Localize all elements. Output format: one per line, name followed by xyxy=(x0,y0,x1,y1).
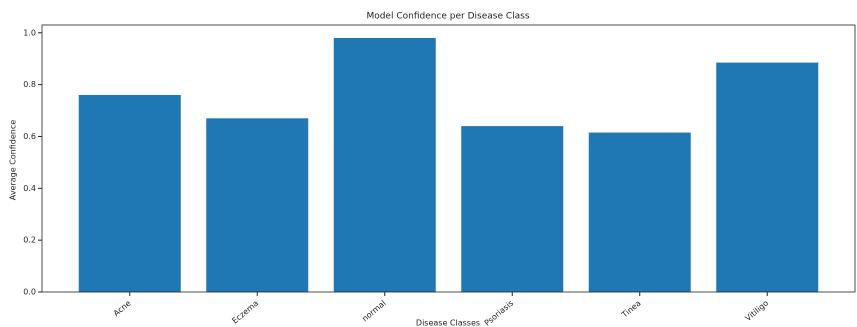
y-tick-label: 0.0 xyxy=(23,288,36,297)
y-axis-label: Average Confidence xyxy=(9,120,18,200)
axes-frame xyxy=(41,24,856,293)
bar xyxy=(716,62,819,293)
y-tick-label: 0.6 xyxy=(23,132,36,141)
y-tick-label: 0.2 xyxy=(23,236,36,245)
y-tick-label: 1.0 xyxy=(23,28,36,37)
x-tick-label: Eczema xyxy=(230,298,260,325)
bar xyxy=(461,126,564,293)
y-tick-label: 0.4 xyxy=(23,184,36,193)
bar xyxy=(78,94,181,292)
bar xyxy=(588,132,691,292)
x-tick-label: Acne xyxy=(112,299,133,319)
bar xyxy=(206,118,309,292)
x-tick-label: normal xyxy=(360,299,387,324)
x-tick-label: Psoriasis xyxy=(483,299,515,327)
x-tick-label: Vitiligo xyxy=(743,298,770,323)
x-axis-label: Disease Classes xyxy=(416,319,480,327)
chart-title: Model Confidence per Disease Class xyxy=(366,12,529,22)
bar xyxy=(333,37,436,292)
x-tick-label: Tinea xyxy=(619,298,642,320)
y-tick-label: 0.8 xyxy=(23,80,36,89)
